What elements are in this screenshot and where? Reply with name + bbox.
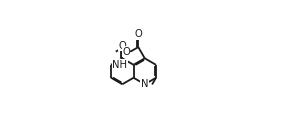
Text: O: O <box>122 47 130 57</box>
Text: N: N <box>141 79 148 89</box>
Text: NH: NH <box>112 60 127 70</box>
Text: O: O <box>134 29 142 39</box>
Text: O: O <box>118 41 126 51</box>
